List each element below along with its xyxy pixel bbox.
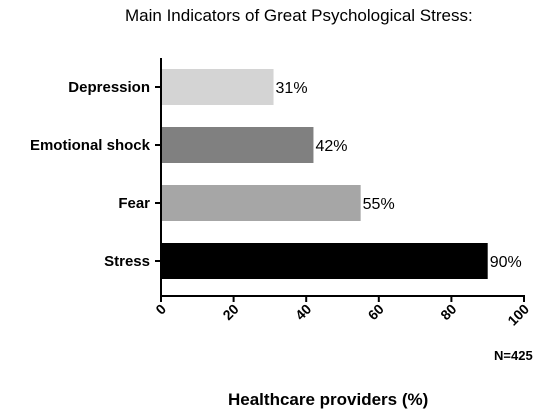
chart-title: Main Indicators of Great Psychological S… [125,6,473,25]
data-label-depression: 31% [276,80,308,97]
data-label-stress: 90% [490,254,522,271]
x-tick-label-60: 60 [365,301,387,323]
bar-depression [161,69,274,105]
bar-stress [161,243,488,279]
x-tick-label-20: 20 [219,301,241,323]
category-label-depression: Depression [68,79,150,96]
axes-group [155,58,525,302]
x-tick-labels-group: 0 20 40 60 80 100 [152,301,532,329]
sample-size-note: N=425 [494,348,533,363]
bar-fear [161,185,361,221]
x-tick-label-80: 80 [437,301,459,323]
x-tick-label-0: 0 [152,301,169,318]
category-label-emotional-shock: Emotional shock [30,137,151,154]
bars-group [161,69,488,279]
x-axis-label: Healthcare providers (%) [228,390,428,409]
x-tick-label-100: 100 [504,301,532,329]
category-label-stress: Stress [104,253,150,270]
x-tick-label-40: 40 [292,301,314,323]
category-labels-group: Depression Emotional shock Fear Stress [30,79,151,270]
data-labels-group: 31% 42% 55% 90% [276,80,522,271]
category-label-fear: Fear [118,195,150,212]
data-label-fear: 55% [363,196,395,213]
data-label-emotional-shock: 42% [315,138,347,155]
bar-emotional-shock [161,127,314,163]
